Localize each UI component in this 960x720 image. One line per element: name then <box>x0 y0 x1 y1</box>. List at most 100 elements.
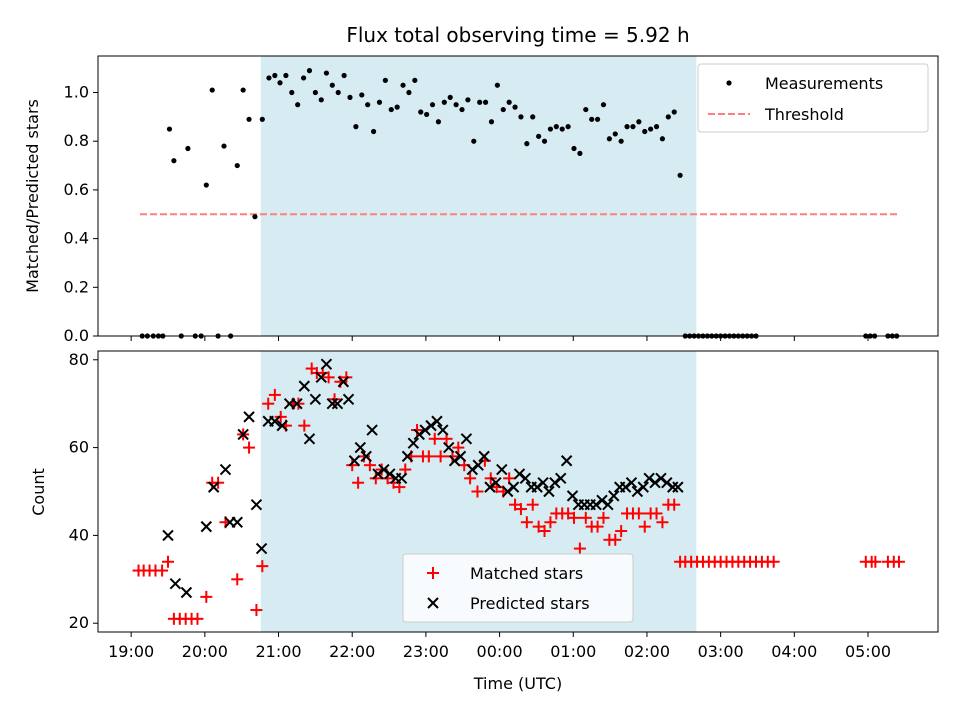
measurement-point <box>365 102 371 108</box>
measurement-point <box>500 106 506 113</box>
measurement-point <box>606 136 612 142</box>
measurement-point <box>418 109 424 115</box>
measurement-point <box>659 136 666 142</box>
matched-star-point <box>231 573 244 586</box>
measurement-point <box>465 97 471 103</box>
matched-star-point <box>162 555 174 568</box>
x-tick-label: 23:00 <box>403 642 449 661</box>
measurement-point <box>388 106 394 113</box>
predicted-star-point <box>484 481 496 493</box>
matched-star-point <box>568 511 580 524</box>
predicted-star-point <box>649 477 661 489</box>
measurement-point <box>447 94 453 100</box>
predicted-star-point <box>298 380 311 392</box>
measurement-point <box>289 89 295 96</box>
legend-matched-marker <box>427 567 439 579</box>
measurement-point <box>471 138 477 144</box>
measurement-point <box>512 104 518 110</box>
measurement-point <box>329 82 335 88</box>
predicted-star-point <box>269 415 281 427</box>
count-y-tick-label: 60 <box>69 438 89 457</box>
x-tick-label: 22:00 <box>329 642 375 661</box>
measurement-point <box>277 80 283 86</box>
measurement-point <box>376 99 383 105</box>
ratio-legend: Measurements Threshold <box>697 63 929 133</box>
predicted-star-point <box>496 463 508 476</box>
measurement-point <box>347 94 353 100</box>
predicted-star-point <box>555 472 567 485</box>
predicted-star-point <box>501 485 514 498</box>
predicted-star-point <box>566 490 579 502</box>
ratio-y-tick-label: 0.0 <box>64 326 89 345</box>
ratio-legend-frame <box>697 63 929 133</box>
measurement-point <box>400 82 406 88</box>
legend-measurements-marker <box>726 80 732 86</box>
legend-measurements-label: Measurements <box>765 74 883 93</box>
legend-matched-label: Matched stars <box>470 564 583 583</box>
matched-star-point <box>411 424 424 437</box>
x-tick-label: 19:00 <box>108 642 154 661</box>
matched-star-point <box>268 388 281 401</box>
predicted-star-point <box>478 450 490 463</box>
matched-star-point <box>514 503 527 516</box>
ratio-panel-frame <box>97 55 939 337</box>
matched-star-point <box>434 450 447 463</box>
matched-star-point <box>156 564 169 577</box>
x-tick-label: 05:00 <box>845 642 891 661</box>
measurement-point <box>370 128 377 135</box>
predicted-star-point <box>366 424 378 436</box>
measurement-point <box>530 114 536 120</box>
matched-star-point <box>250 604 263 617</box>
measurement-point <box>459 106 465 113</box>
matched-star-point <box>464 472 477 485</box>
matched-star-point <box>526 498 539 511</box>
count-y-tick-label: 80 <box>69 350 89 369</box>
measurement-points <box>139 68 900 339</box>
legend-predicted-label: Predicted stars <box>470 594 590 613</box>
measurement-point <box>571 145 577 152</box>
measurement-point <box>600 102 607 108</box>
measurement-point <box>424 111 430 118</box>
matched-star-point <box>656 516 669 529</box>
predicted-points <box>162 358 684 599</box>
matched-star-point <box>262 397 275 410</box>
ratio-y-axis-label: Matched/Predicted stars <box>23 99 42 293</box>
measurement-point <box>283 72 289 79</box>
measurement-point <box>272 72 278 79</box>
measurement-point <box>565 124 571 130</box>
measurement-point <box>441 99 447 105</box>
ratio-y-tick-label: 1.0 <box>64 83 89 102</box>
x-tick-label: 20:00 <box>182 642 228 661</box>
measurement-point <box>266 75 272 81</box>
predicted-star-point <box>255 542 268 555</box>
legend-predicted-marker <box>427 597 439 609</box>
matched-star-point <box>767 555 780 568</box>
count-y-tick-label: 20 <box>69 613 89 632</box>
predicted-star-point <box>466 463 479 476</box>
x-tick-label: 03:00 <box>698 642 744 661</box>
matched-star-point <box>346 459 359 472</box>
matched-star-point <box>340 371 353 384</box>
matched-star-point <box>298 419 311 432</box>
measurement-point <box>648 126 654 132</box>
predicted-star-point <box>454 450 467 463</box>
matched-star-point <box>632 507 645 520</box>
ratio-y-tick-label: 0.4 <box>64 229 89 248</box>
predicted-star-point <box>602 498 614 511</box>
measurement-point <box>353 124 359 130</box>
predicted-star-point <box>207 481 220 493</box>
measurement-point <box>300 75 307 81</box>
predicted-star-point <box>437 424 449 436</box>
predicted-star-point <box>619 481 632 493</box>
matched-star-point <box>668 498 681 511</box>
x-tick-label: 01:00 <box>550 642 596 661</box>
ratio-y-tick-label: 0.8 <box>64 131 89 150</box>
predicted-star-point <box>237 428 249 441</box>
predicted-star-point <box>309 393 322 406</box>
measurement-point <box>341 72 347 79</box>
predicted-star-point <box>507 481 520 493</box>
measurement-point <box>653 124 660 130</box>
ratio-y-tick-label: 0.6 <box>64 180 89 199</box>
matched-star-point <box>292 397 305 410</box>
